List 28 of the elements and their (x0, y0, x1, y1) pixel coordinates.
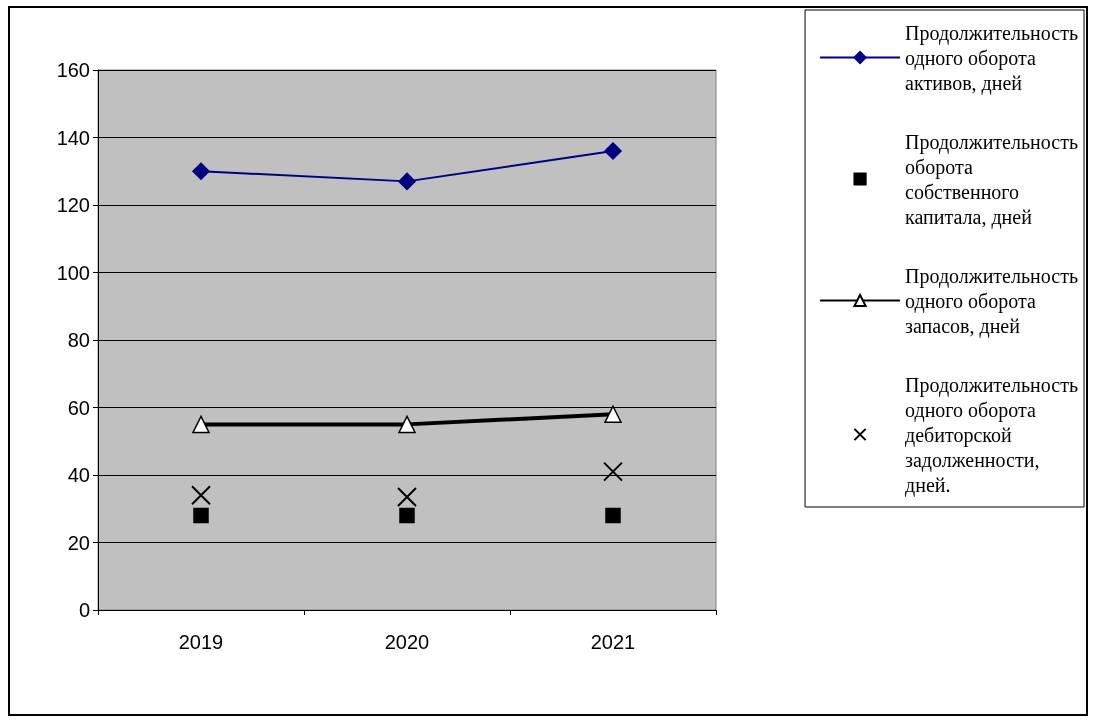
point (193, 507, 209, 524)
point (603, 461, 623, 482)
point (192, 415, 210, 434)
point (399, 507, 415, 524)
point (604, 405, 622, 423)
y-tick-label: 100 (56, 261, 90, 284)
y-tick-label: 140 (56, 126, 90, 149)
y-tick-label: 80 (67, 329, 90, 351)
point (398, 172, 416, 191)
point (191, 485, 211, 506)
point (605, 507, 621, 524)
point (398, 415, 416, 434)
point (397, 486, 417, 507)
x-tick-label: 2019 (178, 631, 224, 653)
y-tick-label: 120 (56, 194, 90, 216)
legend-label: Продолжительность одного оборота дебиторской задолженности, дней. (905, 373, 1079, 497)
x-tick-label: 2020 (384, 631, 430, 653)
point (192, 162, 210, 180)
legend-label: Продолжительность одного оборота запасов, дней (905, 264, 1079, 338)
y-tick-label: 0 (78, 599, 90, 621)
y-tick-label: 60 (67, 396, 90, 419)
y-tick-label: 40 (67, 464, 90, 486)
x-tick-label: 2021 (590, 631, 636, 653)
point (604, 142, 622, 160)
legend-label: Продолжительность оборота собственного капитала, дней (905, 130, 1079, 229)
y-tick-label: 160 (56, 59, 90, 81)
y-tick-label: 20 (67, 531, 90, 554)
legend-label: Продолжительность одного оборота активов, дней (905, 21, 1079, 95)
